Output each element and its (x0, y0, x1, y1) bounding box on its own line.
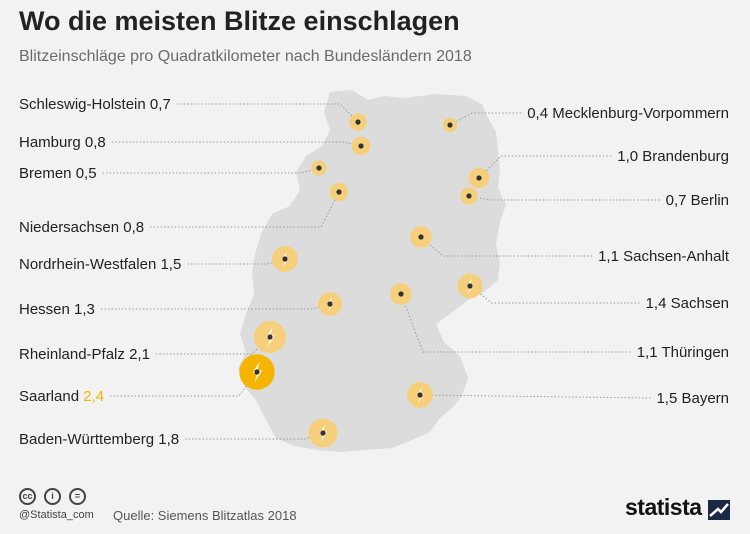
bubble-center-dot (476, 175, 482, 181)
bubble-center-dot (267, 334, 273, 340)
state-label-nordrhein-westfalen: Nordrhein-Westfalen 1,5 (19, 256, 181, 273)
state-label-sachsen-anhalt: 1,1 Sachsen-Anhalt (598, 248, 730, 265)
leader-line-niedersachsen (150, 191, 340, 228)
state-label-berlin: 0,7 Berlin (666, 192, 729, 209)
leader-line-baden-w-rttemberg (185, 432, 324, 440)
bubble-center-dot (466, 193, 472, 199)
statista-logo-mark (708, 500, 730, 520)
leader-line-saarland (110, 371, 258, 397)
state-label-th-ringen: 1,1 Thüringen (637, 344, 729, 361)
state-label-schleswig-holstein: Schleswig-Holstein 0,7 (19, 96, 171, 113)
bubbles (239, 113, 490, 448)
leader-line-brandenburg (478, 155, 612, 179)
state-label-niedersachsen: Niedersachsen 0,8 (19, 219, 144, 236)
state-label-bremen: Bremen 0,5 (19, 165, 97, 182)
bubble-center-dot (327, 301, 333, 307)
state-label-brandenburg: 1,0 Brandenburg (617, 148, 729, 165)
bubble-center-dot (336, 189, 342, 195)
state-label-hessen: Hessen 1,3 (19, 301, 95, 318)
state-label-rheinland-pfalz: Rheinland-Pfalz 2,1 (19, 346, 150, 363)
nd-icon: = (69, 488, 86, 505)
state-labels: Schleswig-Holstein 0,7 Hamburg 0,8 Bremen … (19, 96, 730, 448)
state-label-hamburg: Hamburg 0,8 (19, 134, 106, 151)
state-label-baden-w-rttemberg: Baden-Württemberg 1,8 (19, 431, 179, 448)
source-note: Quelle: Siemens Blitzatlas 2018 (113, 508, 297, 523)
leader-line-bremen (102, 167, 320, 174)
bubble-center-dot (417, 392, 423, 398)
leader-line-hamburg (111, 141, 362, 147)
germany-map-shape (238, 90, 506, 452)
bubble-center-dot (447, 122, 453, 128)
chart-subtitle: Blitzeinschläge pro Quadratkilometer nac… (19, 48, 472, 65)
bubble-center-dot (418, 234, 424, 240)
leader-line-th-ringen (400, 293, 631, 353)
state-label-bayern: 1,5 Bayern (656, 390, 729, 407)
bubble-center-dot (358, 143, 364, 149)
bubble-center-dot (320, 430, 326, 436)
bubble-center-dot (254, 369, 260, 375)
bubble-center-dot (398, 291, 404, 297)
bubble-center-dot (316, 165, 322, 171)
state-label-mecklenburg-vorpommern: 0,4 Mecklenburg-Vorpommern (527, 105, 729, 122)
statista-logo: statista (625, 494, 702, 520)
leader-line-mecklenburg-vorpommern (449, 112, 522, 126)
state-label-sachsen: 1,4 Sachsen (646, 295, 729, 312)
chart-title: Wo die meisten Blitze einschlagen (19, 6, 460, 36)
bubble-center-dot (282, 256, 288, 262)
by-icon: i (44, 488, 61, 505)
leader-line-hessen (100, 303, 331, 310)
leader-line-berlin (468, 195, 660, 201)
statista-handle: @Statista_com (19, 509, 94, 521)
bubble-center-dot (467, 283, 473, 289)
state-label-saarland: Saarland 2,4 (19, 388, 104, 405)
leader-line-sachsen (469, 285, 640, 304)
bubble-center-dot (355, 119, 361, 125)
cc-icon: cc (19, 488, 36, 505)
